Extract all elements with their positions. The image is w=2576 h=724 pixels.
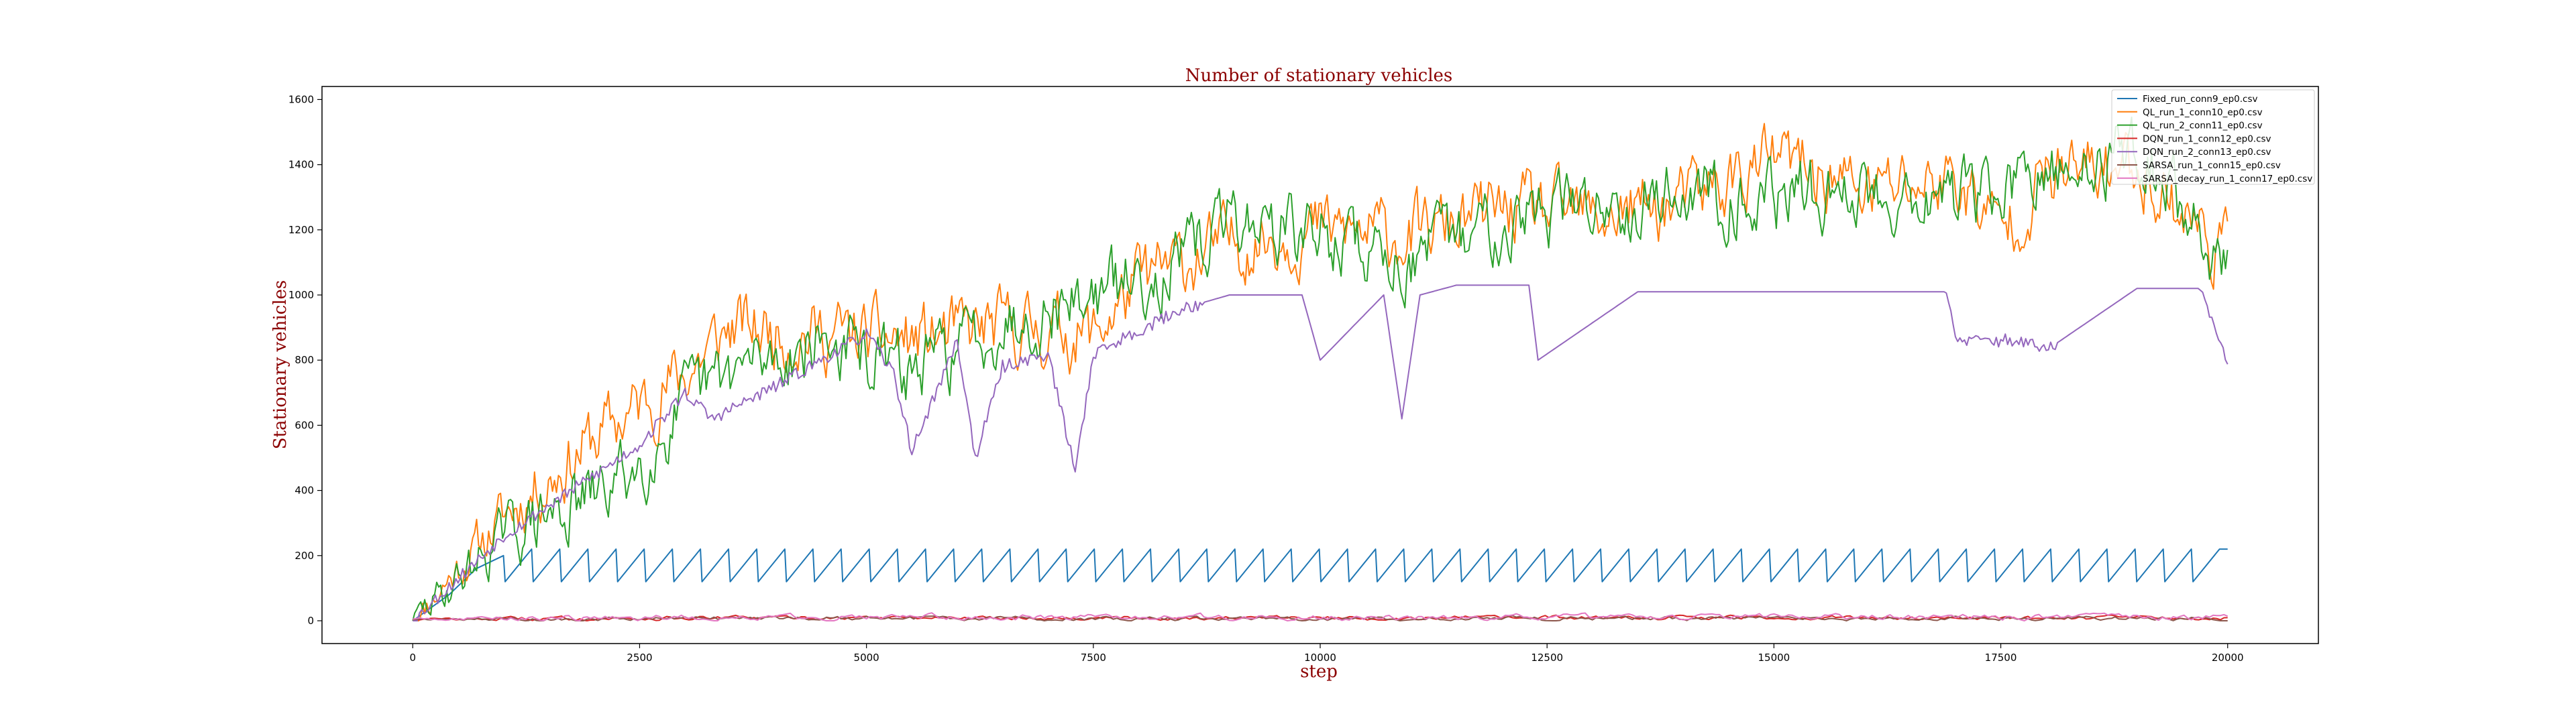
y-tick-label: 1200: [288, 224, 314, 236]
y-tick-label: 400: [294, 485, 314, 497]
x-tick-label: 15000: [1758, 652, 1790, 664]
x-tick-label: 0: [409, 652, 416, 664]
x-tick-label: 17500: [1985, 652, 2017, 664]
legend-label: SARSA_run_1_conn15_ep0.csv: [2143, 160, 2281, 171]
series-line: [413, 123, 2229, 621]
legend-label: DQN_run_1_conn12_ep0.csv: [2143, 133, 2271, 144]
legend-label: QL_run_1_conn10_ep0.csv: [2143, 107, 2263, 118]
y-tick-label: 600: [294, 419, 314, 431]
legend-label: SARSA_decay_run_1_conn17_ep0.csv: [2143, 174, 2312, 184]
legend: Fixed_run_conn9_ep0.csv QL_run_1_conn10_e…: [2111, 89, 2315, 185]
series-line: [413, 612, 2229, 621]
legend-label: QL_run_2_conn11_ep0.csv: [2143, 121, 2263, 131]
legend-label: DQN_run_2_conn13_ep0.csv: [2143, 147, 2271, 158]
y-tick-label: 200: [294, 550, 314, 562]
x-tick-label: 2500: [627, 652, 652, 664]
legend-label: Fixed_run_conn9_ep0.csv: [2143, 94, 2257, 105]
x-tick-label: 20000: [2212, 652, 2244, 664]
series-line: [412, 548, 2228, 621]
series-line: [412, 116, 2229, 621]
x-tick-label: 12500: [1531, 652, 1563, 664]
legend-box: [2111, 89, 2315, 185]
x-axis-label: step: [1300, 662, 1338, 682]
y-axis-label: Stationary vehicles: [270, 280, 290, 450]
series-layer: [412, 116, 2229, 621]
y-tick-label: 1400: [288, 159, 314, 171]
y-tick-label: 1000: [288, 289, 314, 301]
x-tick-label: 10000: [1304, 652, 1336, 664]
y-tick-label: 800: [294, 354, 314, 366]
x-tick-label: 7500: [1081, 652, 1106, 664]
y-tick-label: 0: [307, 615, 314, 627]
plot-area: [321, 86, 2319, 644]
x-axis: 0 2500 5000 7500 10000 12500 15000 17500 20000: [409, 644, 2244, 664]
x-tick-label: 5000: [854, 652, 879, 664]
y-axis: 0 200 400 600 800 1000 1200 1400 1600: [288, 93, 322, 627]
chart-title: Number of stationary vehicles: [1185, 66, 1453, 86]
series-line: [413, 284, 2229, 621]
y-tick-label: 1600: [288, 93, 314, 105]
